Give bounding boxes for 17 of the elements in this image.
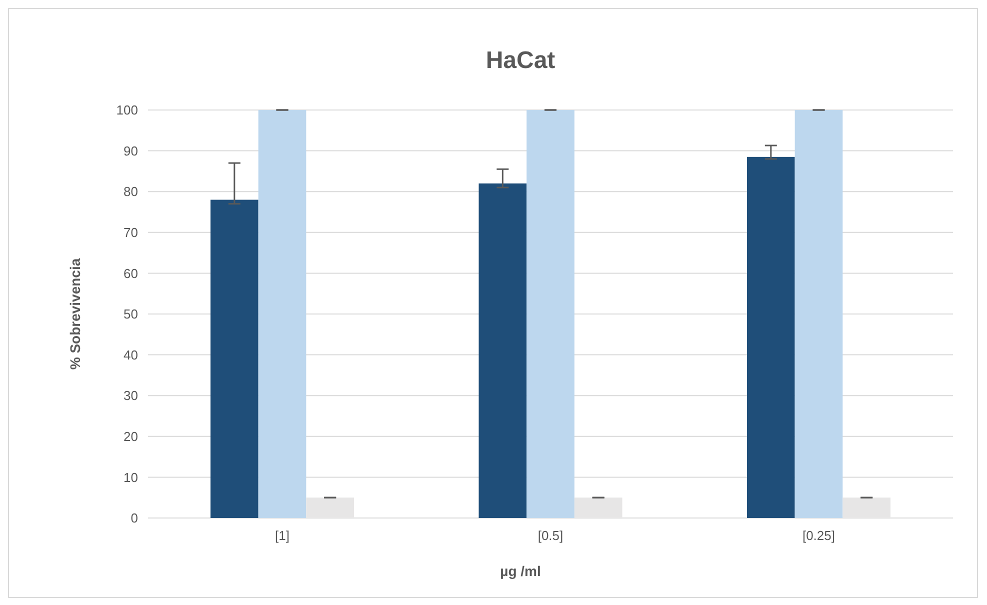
y-tick-label: 30	[124, 388, 138, 404]
y-tick-label: 80	[124, 184, 138, 200]
y-tick-label: 70	[124, 224, 138, 240]
x-tick-label: [0.5]	[538, 528, 564, 543]
y-tick-label: 60	[124, 266, 138, 281]
y-tick-label: 40	[124, 347, 138, 362]
y-tick-label: 50	[124, 306, 138, 322]
chart-title: HaCat	[486, 47, 556, 74]
y-axis-title: % Sobrevivencia	[67, 258, 83, 370]
x-tick-label: [0.25]	[802, 528, 836, 543]
y-tick-label: 100	[116, 102, 138, 118]
y-tick-label: 10	[124, 470, 138, 485]
x-tick-label: [1]	[275, 528, 290, 543]
y-tick-label: 20	[124, 428, 138, 444]
y-tick-label: 0	[130, 510, 138, 526]
y-tick-label: 90	[124, 143, 138, 158]
x-axis-title: µg /ml	[500, 563, 541, 579]
